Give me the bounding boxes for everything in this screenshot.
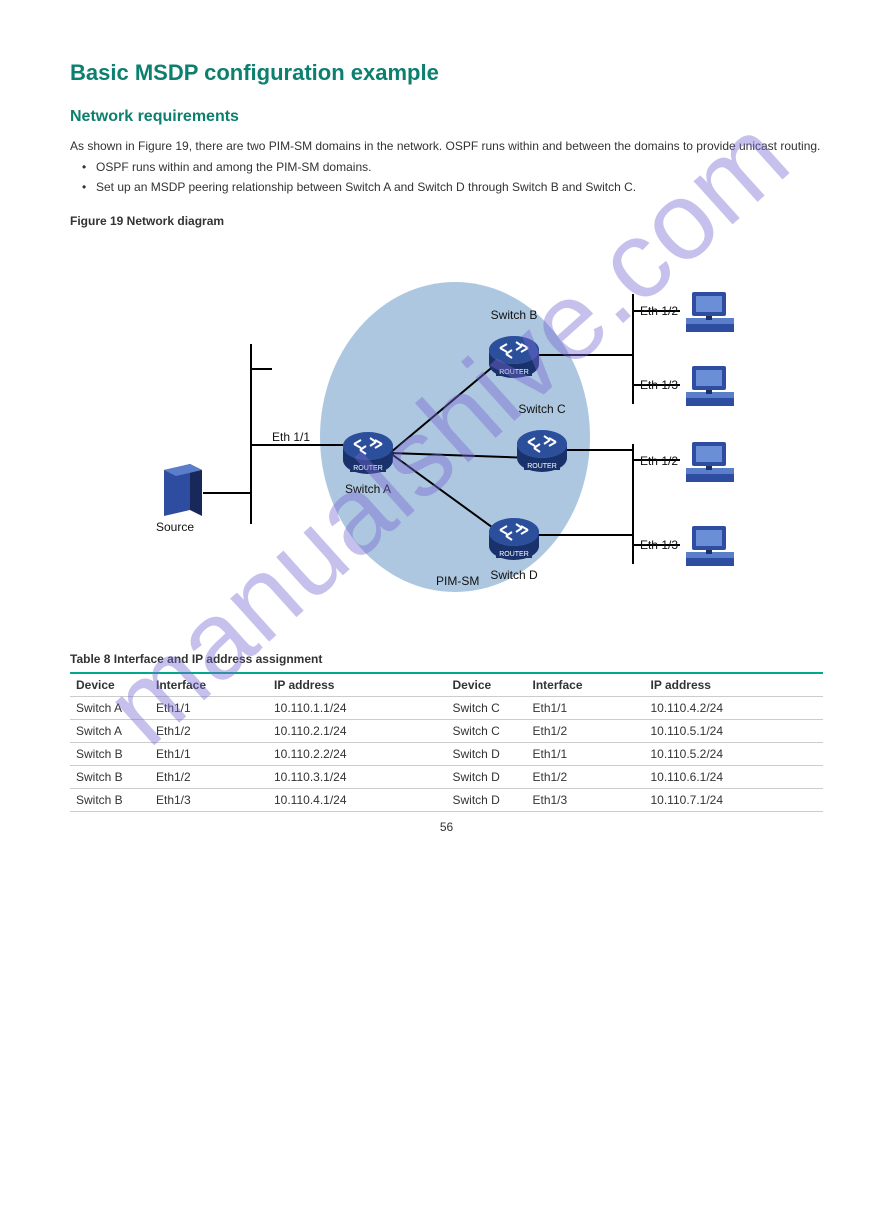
table-cell: Eth1/3 bbox=[150, 788, 268, 811]
server-label: Source bbox=[156, 520, 194, 534]
router-switch-c: ROUTER Switch C bbox=[516, 422, 568, 480]
table-cell: 10.110.5.2/24 bbox=[645, 742, 824, 765]
th-device: Device bbox=[447, 673, 527, 697]
figure-caption: Figure 19 Network diagram bbox=[70, 214, 823, 228]
pc-eth-label: Eth 1/3 bbox=[622, 538, 678, 552]
pc-eth-label: Eth 1/2 bbox=[622, 454, 678, 468]
table-row: Switch BEth1/210.110.3.1/24Switch DEth1/… bbox=[70, 765, 823, 788]
lan-stub bbox=[250, 368, 272, 370]
table-cell: Eth1/2 bbox=[527, 719, 645, 742]
router-label: Switch D bbox=[454, 568, 574, 582]
table-caption: Table 8 Interface and IP address assignm… bbox=[70, 652, 823, 666]
lan-bus-left bbox=[250, 344, 252, 524]
lan-stub-server bbox=[203, 492, 251, 494]
th-interface: Interface bbox=[150, 673, 268, 697]
table-cell: Eth1/2 bbox=[150, 719, 268, 742]
network-diagram: PIM-SM Eth 1/1 Source bbox=[130, 234, 770, 634]
table-cell: 10.110.1.1/24 bbox=[268, 696, 447, 719]
table-cell: Switch D bbox=[447, 742, 527, 765]
table-cell: Switch A bbox=[70, 696, 150, 719]
intro-paragraph: As shown in Figure 19, there are two PIM… bbox=[70, 138, 823, 155]
th-interface: Interface bbox=[527, 673, 645, 697]
table-cell: Switch B bbox=[70, 742, 150, 765]
router-label: Switch B bbox=[454, 308, 574, 322]
router-switch-b: ROUTER Switch B bbox=[488, 328, 540, 386]
pc-host: Eth 1/2 bbox=[684, 438, 740, 490]
th-ip: IP address bbox=[268, 673, 447, 697]
pc-host: Eth 1/3 bbox=[684, 362, 740, 414]
table-cell: Switch D bbox=[447, 765, 527, 788]
svg-text:ROUTER: ROUTER bbox=[353, 465, 383, 472]
table-cell: 10.110.2.1/24 bbox=[268, 719, 447, 742]
table-cell: 10.110.3.1/24 bbox=[268, 765, 447, 788]
table-cell: 10.110.7.1/24 bbox=[645, 788, 824, 811]
left-net-label: Eth 1/1 bbox=[272, 430, 310, 444]
pc-host: Eth 1/3 bbox=[684, 522, 740, 574]
lan-link-to-a bbox=[250, 444, 350, 446]
link-c-to-lan bbox=[565, 449, 632, 451]
router-switch-d: ROUTER Switch D bbox=[488, 510, 540, 568]
router-label: Switch C bbox=[482, 402, 602, 416]
list-item: OSPF runs within and among the PIM-SM do… bbox=[96, 159, 823, 176]
router-switch-a: ROUTER Switch A bbox=[342, 424, 394, 482]
ip-assignment-table: Device Interface IP address Device Inter… bbox=[70, 672, 823, 812]
table-cell: Switch C bbox=[447, 696, 527, 719]
table-cell: Switch C bbox=[447, 719, 527, 742]
table-cell: 10.110.2.2/24 bbox=[268, 742, 447, 765]
requirements-list: OSPF runs within and among the PIM-SM do… bbox=[70, 159, 823, 196]
table-row: Switch AEth1/210.110.2.1/24Switch CEth1/… bbox=[70, 719, 823, 742]
th-ip: IP address bbox=[645, 673, 824, 697]
server-source: Source bbox=[160, 460, 206, 520]
table-cell: Switch D bbox=[447, 788, 527, 811]
link-d-to-lan bbox=[535, 534, 632, 536]
table-cell: Switch B bbox=[70, 788, 150, 811]
table-row: Switch BEth1/110.110.2.2/24Switch DEth1/… bbox=[70, 742, 823, 765]
table-cell: Eth1/1 bbox=[527, 696, 645, 719]
table-cell: Eth1/1 bbox=[527, 742, 645, 765]
svg-text:ROUTER: ROUTER bbox=[499, 551, 529, 558]
list-item: Set up an MSDP peering relationship betw… bbox=[96, 179, 823, 196]
table-row: Switch BEth1/310.110.4.1/24Switch DEth1/… bbox=[70, 788, 823, 811]
svg-text:ROUTER: ROUTER bbox=[527, 463, 557, 470]
section-heading: Network requirements bbox=[70, 108, 823, 126]
table-cell: Switch B bbox=[70, 765, 150, 788]
table-cell: 10.110.5.1/24 bbox=[645, 719, 824, 742]
page-title: Basic MSDP configuration example bbox=[70, 60, 823, 86]
pc-eth-label: Eth 1/2 bbox=[622, 304, 678, 318]
table-cell: Eth1/1 bbox=[150, 696, 268, 719]
pc-host: Eth 1/2 bbox=[684, 288, 740, 340]
table-row: Switch AEth1/110.110.1.1/24Switch CEth1/… bbox=[70, 696, 823, 719]
table-cell: Eth1/3 bbox=[527, 788, 645, 811]
link-b-to-lan bbox=[535, 354, 632, 356]
table-cell: Switch A bbox=[70, 719, 150, 742]
th-device: Device bbox=[70, 673, 150, 697]
table-cell: 10.110.4.1/24 bbox=[268, 788, 447, 811]
table-cell: 10.110.4.2/24 bbox=[645, 696, 824, 719]
router-label: Switch A bbox=[308, 482, 428, 496]
pc-eth-label: Eth 1/3 bbox=[622, 378, 678, 392]
page-number: 56 bbox=[0, 820, 893, 834]
table-cell: Eth1/2 bbox=[150, 765, 268, 788]
svg-text:ROUTER: ROUTER bbox=[499, 369, 529, 376]
table-cell: Eth1/2 bbox=[527, 765, 645, 788]
table-cell: Eth1/1 bbox=[150, 742, 268, 765]
table-cell: 10.110.6.1/24 bbox=[645, 765, 824, 788]
